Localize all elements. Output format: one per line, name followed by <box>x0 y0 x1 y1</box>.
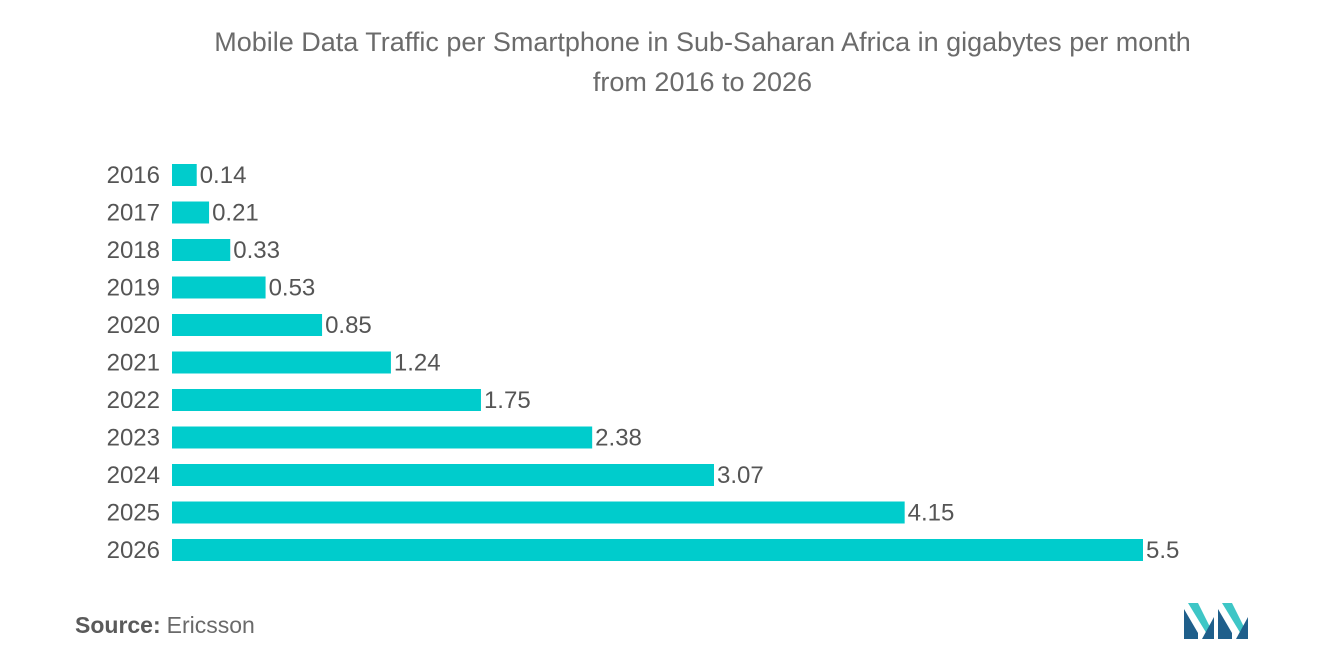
bar <box>172 464 714 486</box>
y-tick-label: 2016 <box>107 162 160 189</box>
y-tick-label: 2022 <box>107 387 160 414</box>
mordor-intelligence-logo-icon <box>1184 603 1248 639</box>
y-tick-label: 2020 <box>107 312 160 339</box>
data-label: 5.5 <box>1146 537 1179 564</box>
y-tick-label: 2024 <box>107 462 160 489</box>
data-label: 0.33 <box>233 237 280 264</box>
y-tick-label: 2017 <box>107 200 160 227</box>
data-label: 0.14 <box>200 162 247 189</box>
source-note: Source: Ericsson <box>75 612 255 639</box>
data-label: 0.85 <box>325 312 372 339</box>
data-label: 4.15 <box>908 500 955 527</box>
bar <box>172 426 593 449</box>
bar <box>172 276 266 299</box>
bar <box>172 164 197 186</box>
bar <box>172 239 231 261</box>
y-tick-label: 2023 <box>107 425 160 452</box>
bar <box>172 389 481 411</box>
bar <box>172 314 323 336</box>
bar <box>172 501 905 524</box>
data-label: 0.21 <box>212 200 259 227</box>
data-label: 1.75 <box>484 387 531 414</box>
source-label: Source: <box>75 612 161 638</box>
y-tick-label: 2019 <box>107 275 160 302</box>
source-value: Ericsson <box>166 612 255 638</box>
data-label: 3.07 <box>717 462 764 489</box>
y-tick-label: 2021 <box>107 350 160 377</box>
y-tick-label: 2018 <box>107 237 160 264</box>
data-label: 1.24 <box>394 350 441 377</box>
data-label: 0.53 <box>269 275 316 302</box>
data-label: 2.38 <box>595 425 642 452</box>
chart-title: Mobile Data Traffic per Smartphone in Su… <box>80 22 1320 102</box>
bar <box>172 201 210 224</box>
bar <box>172 539 1143 561</box>
chart-title-line-1: Mobile Data Traffic per Smartphone in Su… <box>214 27 1191 57</box>
bar <box>172 351 391 374</box>
chart-title-line-2: from 2016 to 2026 <box>592 67 813 97</box>
y-tick-label: 2025 <box>107 500 160 527</box>
y-tick-label: 2026 <box>107 537 160 564</box>
bar-chart: 2016 0.14 2017 0.21 2018 0.33 2019 0.53 2020 0.85… <box>107 162 1180 564</box>
